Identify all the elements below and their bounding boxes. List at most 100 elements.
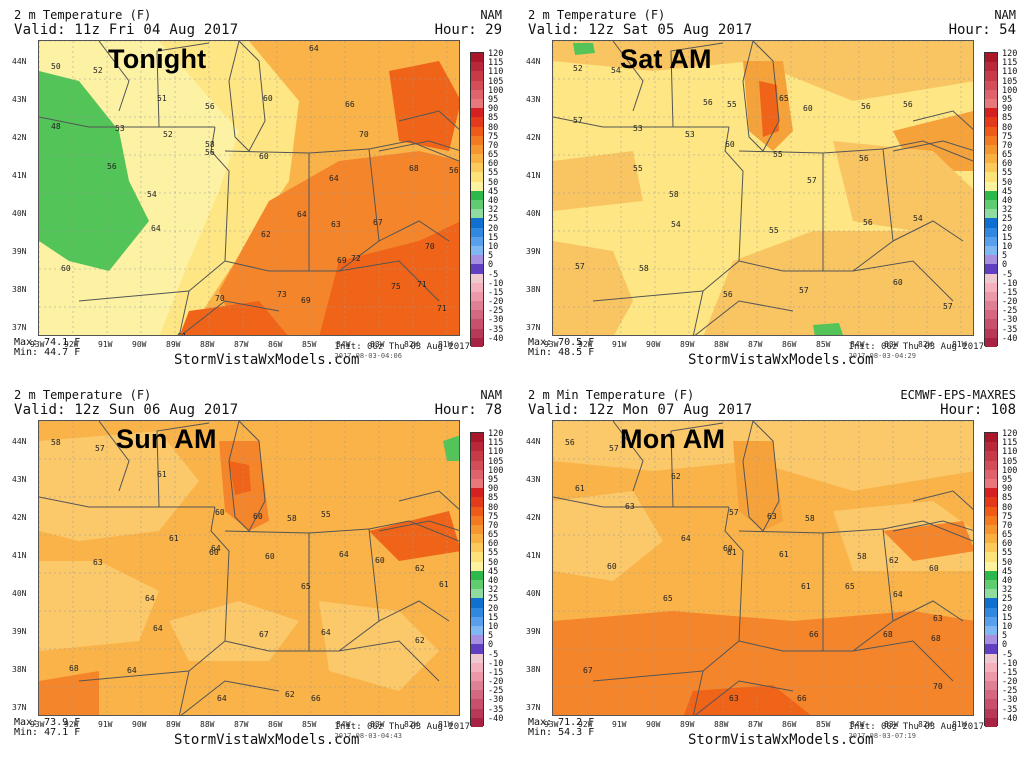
lon-label: 81W xyxy=(952,340,967,349)
colorbar-segment xyxy=(471,635,483,645)
colorbar-label: -5 xyxy=(488,649,499,660)
site-credit: StormVistaWxModels.com xyxy=(174,352,360,368)
colorbar-label: -35 xyxy=(1002,704,1018,715)
station-temp: 68 xyxy=(883,630,893,639)
temperature-map: 58 57 61 60 60 58 55 61 64 60 60 64 60 62 63 64 65 61 64 67… xyxy=(38,420,460,716)
lat-label: 43N xyxy=(526,95,541,104)
lon-label: 83W xyxy=(884,340,899,349)
colorbar-label: 85 xyxy=(1002,493,1013,504)
colorbar-label: 60 xyxy=(488,159,499,170)
colorbar-label: 80 xyxy=(488,122,499,133)
lat-label: 41N xyxy=(12,171,27,180)
temperature-field-5 xyxy=(683,685,811,715)
station-temp: 56 xyxy=(205,102,215,111)
temperature-map: 56 57 62 57 63 58 60 61 61 58 62 60 61 63 64 61 65 64 63 60… xyxy=(552,420,974,716)
colorbar-label: 20 xyxy=(488,603,499,614)
state-border xyxy=(738,640,954,682)
station-temp: 55 xyxy=(633,164,643,173)
colorbar-label: 95 xyxy=(488,474,499,485)
colorbar-label: 10 xyxy=(1002,241,1013,252)
colorbar-segment xyxy=(985,570,997,580)
init-text: Init: 00z Thu 03 Aug 2017 xyxy=(848,722,984,732)
station-temp: 61 xyxy=(575,484,585,493)
station-temp: 54 xyxy=(147,190,157,199)
station-temp: 62 xyxy=(285,690,295,699)
lon-label: 90W xyxy=(132,340,147,349)
state-border xyxy=(892,220,964,242)
colorbar-label: 100 xyxy=(488,85,504,96)
lon-label: 84W xyxy=(336,340,351,349)
colorbar-label: 100 xyxy=(488,465,504,476)
colorbar-segment xyxy=(471,245,483,256)
colorbar-segment xyxy=(985,534,997,544)
state-border xyxy=(178,126,230,335)
forecast-hour: Hour: 108 xyxy=(940,402,1016,418)
colorbar-segment xyxy=(985,108,997,118)
station-temp: 60 xyxy=(215,508,225,517)
colorbar-label: 0 xyxy=(1002,640,1008,651)
colorbar-label: 90 xyxy=(1002,484,1013,495)
station-temp: 60 xyxy=(725,140,735,149)
lon-label: 82W xyxy=(918,340,933,349)
colorbar-segment xyxy=(471,135,483,145)
state-border xyxy=(180,300,280,335)
lat-label: 40N xyxy=(526,209,541,218)
colorbar-segment xyxy=(985,62,997,72)
colorbar-segment xyxy=(985,236,997,246)
lon-label: 93W xyxy=(544,340,559,349)
state-border xyxy=(592,670,704,682)
colorbar-segment xyxy=(985,255,997,265)
lat-label: 37N xyxy=(12,323,27,332)
colorbar-label: 20 xyxy=(488,223,499,234)
colorbar-label: -30 xyxy=(488,695,504,706)
colorbar-label: 55 xyxy=(1002,168,1013,179)
colorbar-label: -20 xyxy=(1002,677,1018,688)
station-temp: 64 xyxy=(217,694,227,703)
station-temp: 56 xyxy=(903,100,913,109)
station-temp: 61 xyxy=(779,550,789,559)
colorbar-segment xyxy=(471,98,483,109)
colorbar-label: -15 xyxy=(488,287,504,298)
valid-time: Valid: 12z Sat 05 Aug 2017 xyxy=(528,22,753,38)
colorbar-segment xyxy=(985,282,997,292)
station-temp: 62 xyxy=(261,230,271,239)
temperature-field-2 xyxy=(39,71,149,271)
colorbar-label: -10 xyxy=(1002,658,1018,669)
colorbar-label: 25 xyxy=(1002,594,1013,605)
station-temp: 60 xyxy=(375,556,385,565)
colorbar-label: 20 xyxy=(1002,223,1013,234)
colorbar-label: 120 xyxy=(488,429,504,439)
colorbar-label: 115 xyxy=(488,58,504,69)
lat-label: 41N xyxy=(12,551,27,560)
max-value: Max: 71.2 F xyxy=(528,717,595,728)
forecast-panel-0: 2 m Temperature (F) Valid: 11z Fri 04 Aug… xyxy=(4,6,510,380)
temperature-field-5 xyxy=(389,61,459,151)
lake-michigan-outline xyxy=(228,41,266,152)
state-border xyxy=(822,148,884,154)
colorbar-label: 55 xyxy=(488,168,499,179)
lat-label: 40N xyxy=(526,589,541,598)
colorbar-label: -5 xyxy=(1002,269,1013,280)
colorbar-label: 55 xyxy=(488,548,499,559)
station-temp: 73 xyxy=(277,290,287,299)
temperature-field-4 xyxy=(319,221,459,335)
colorbar-segment xyxy=(985,607,997,617)
state-border xyxy=(78,670,190,682)
lat-label: 39N xyxy=(12,627,27,636)
colorbar-segment xyxy=(985,580,997,590)
state-border xyxy=(39,496,215,508)
station-temp: 58 xyxy=(639,264,649,273)
forecast-panel-3: 2 m Min Temperature (F) Valid: 12z Mon 07… xyxy=(518,386,1024,760)
station-temp: 67 xyxy=(583,666,593,675)
colorbar-segment xyxy=(471,506,483,516)
colorbar-segment xyxy=(985,681,997,691)
colorbar-segment xyxy=(471,273,483,283)
colorbar-segment xyxy=(985,144,997,155)
state-border xyxy=(670,422,724,508)
colorbar-label: 70 xyxy=(1002,140,1013,151)
colorbar-label: -15 xyxy=(488,667,504,678)
state-border xyxy=(224,260,440,302)
lon-label: 83W xyxy=(884,720,899,729)
period-label: Sun AM xyxy=(116,424,217,454)
colorbar-segment xyxy=(471,625,483,636)
